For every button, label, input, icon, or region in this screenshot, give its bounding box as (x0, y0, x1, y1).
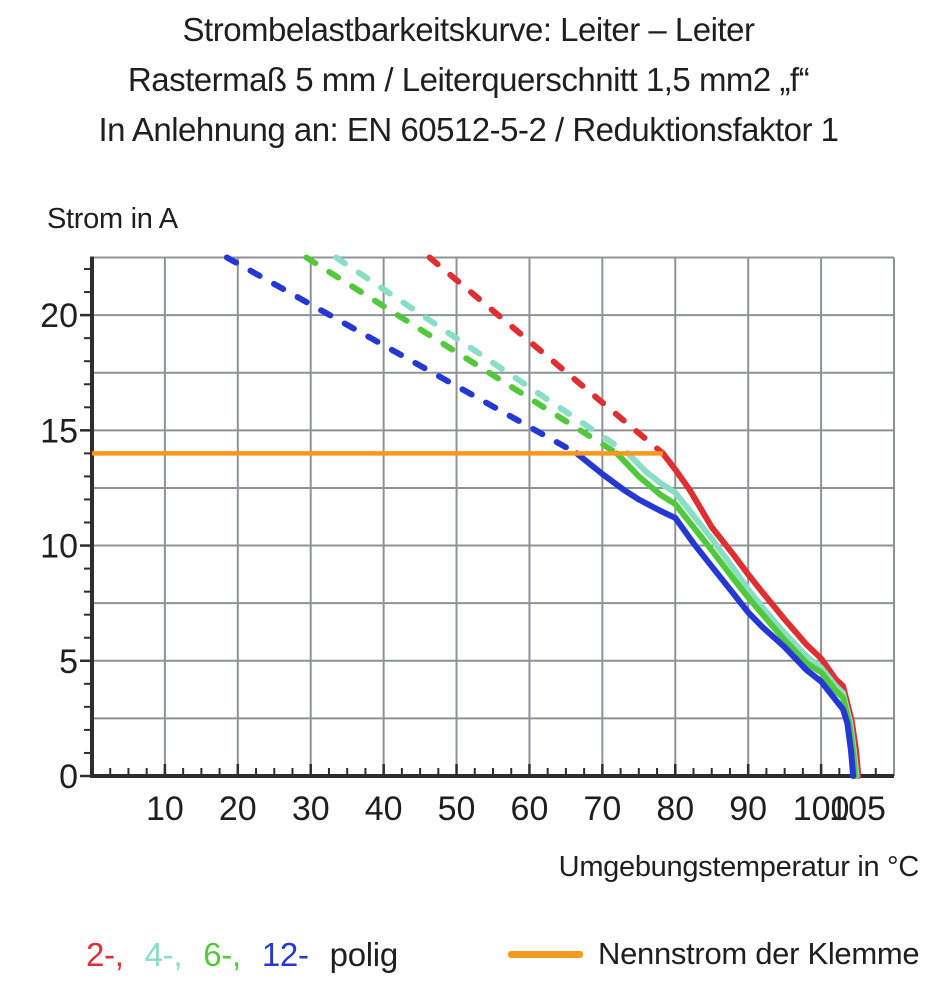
chart-title: Strombelastbarkeitskurve: Leiter – Leite… (0, 5, 937, 155)
curve-12-polig-dashed (223, 254, 580, 457)
y-tick-label-5: 5 (59, 643, 78, 681)
legend-nennstrom: Nennstrom der Klemme (508, 936, 920, 972)
y-tick-label-15: 15 (40, 412, 78, 450)
x-tick-label-80: 80 (656, 790, 694, 828)
y-tick-label-20: 20 (40, 297, 78, 335)
chart-title-line-2: Rastermaß 5 mm / Leiterquerschnitt 1,5 m… (127, 61, 810, 98)
x-tick-label-40: 40 (365, 790, 403, 828)
legend-pole-4-polig: 4-, (144, 936, 183, 973)
y-tick-label-10: 10 (40, 528, 78, 566)
y-axis-title: Strom in A (47, 203, 178, 235)
x-tick-label-20: 20 (219, 790, 257, 828)
curve-4-polig-solid (624, 450, 860, 779)
nennstrom-label: Nennstrom der Klemme (598, 936, 920, 971)
chart-title-line-1: Strombelastbarkeitskurve: Leiter – Leite… (182, 11, 755, 48)
x-tick-label-70: 70 (583, 790, 621, 828)
x-tick-label-90: 90 (729, 790, 767, 828)
x-tick-label-60: 60 (511, 790, 549, 828)
curve-6-polig-solid (613, 450, 858, 779)
y-tick-label-0: 0 (59, 758, 78, 796)
x-axis-title: Umgebungstemperatur in °C (558, 851, 920, 883)
nennstrom-line-swatch (508, 950, 583, 958)
legend-poles-suffix: polig (329, 936, 399, 973)
x-tick-label-105: 105 (829, 790, 886, 828)
curve-6-polig-dashed (303, 254, 620, 457)
chart-title-line-3: In Anlehnung an: EN 60512-5-2 / Reduktio… (98, 111, 839, 148)
curve-2-polig-dashed (426, 254, 666, 457)
x-tick-label-50: 50 (438, 790, 476, 828)
legend-pole-12-polig: 12- (261, 936, 309, 973)
legend-pole-6-polig: 6-, (203, 936, 241, 973)
x-tick-label-100: 100 (793, 790, 850, 828)
x-tick-label-30: 30 (292, 790, 330, 828)
legend-pole-2-polig: 2-, (86, 936, 124, 973)
legend-poles: 2-, 4-, 6-, 12- polig (86, 936, 398, 974)
curve-4-polig-dashed (333, 254, 631, 457)
x-tick-label-10: 10 (146, 790, 184, 828)
curve-12-polig-solid (573, 450, 857, 779)
